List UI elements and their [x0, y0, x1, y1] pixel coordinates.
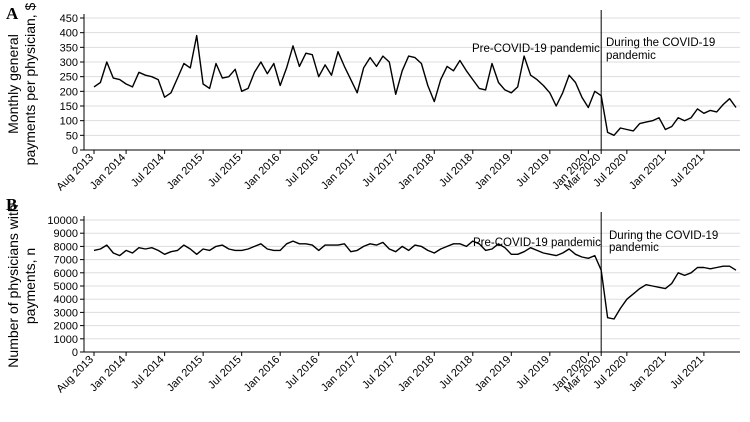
annotation-during-covid-line-2: pandemic	[606, 50, 656, 62]
y-axis-label-line-1: Number of physicians with	[5, 204, 21, 367]
series-line	[93, 34, 737, 137]
y-tick-label: 6000	[54, 268, 78, 280]
y-axis-label-line-2: payments per physician, $	[22, 2, 38, 165]
y-tick-label: 0	[72, 347, 78, 359]
x-tick-label: Jan 2021	[627, 152, 667, 192]
x-tick-label: Jan 2019	[473, 354, 513, 394]
y-tick-label: 8000	[54, 241, 78, 253]
y-tick-label: 9000	[54, 228, 78, 240]
y-axis-label-line-2: payments, n	[22, 248, 38, 324]
y-tick-label: 10000	[47, 215, 78, 227]
y-tick-label: 450	[60, 13, 78, 25]
annotation-pre-covid: Pre-COVID-19 pandemic	[473, 237, 601, 249]
panel-letter: A	[6, 4, 19, 23]
x-tick-label: Jul 2018	[437, 354, 475, 392]
y-tick-label: 4000	[54, 294, 78, 306]
y-tick-label: 250	[60, 72, 78, 84]
x-tick-label: Jan 2018	[396, 152, 436, 192]
y-tick-label: 7000	[54, 255, 78, 267]
x-tick-label: Jan 2015	[165, 354, 205, 394]
x-tick-label: Jul 2015	[206, 152, 244, 190]
x-tick-label: Jan 2019	[473, 152, 513, 192]
x-tick-label: Jul 2014	[129, 354, 167, 392]
x-tick-label: Jan 2014	[88, 354, 128, 394]
x-tick-label: Jan 2018	[396, 354, 436, 394]
y-tick-label: 200	[60, 86, 78, 98]
x-tick-label: Jan 2016	[242, 354, 282, 394]
x-tick-label: Jul 2018	[437, 152, 475, 190]
y-tick-label: 400	[60, 28, 78, 40]
y-tick-label: 100	[60, 116, 78, 128]
panel-letter: B	[6, 195, 17, 214]
x-tick-label: Jul 2014	[129, 152, 167, 190]
y-tick-label: 50	[66, 130, 78, 142]
x-tick-label: Jul 2019	[514, 354, 552, 392]
annotation-during-covid-line-1: During the COVID-19	[606, 37, 715, 49]
annotation-during-covid-line-1: During the COVID-19	[609, 230, 718, 242]
x-tick-label: Jan 2017	[319, 354, 359, 394]
y-tick-label: 3000	[54, 307, 78, 319]
y-tick-label: 150	[60, 101, 78, 113]
x-tick-label: Jul 2017	[360, 152, 398, 190]
x-tick-label: Jan 2014	[88, 152, 128, 192]
y-tick-label: 350	[60, 42, 78, 54]
series-line	[93, 240, 737, 320]
y-tick-label: 5000	[54, 281, 78, 293]
x-tick-label: Jul 2021	[668, 152, 706, 190]
x-tick-label: Jul 2015	[206, 354, 244, 392]
x-tick-label: Jul 2021	[668, 354, 706, 392]
x-tick-label: Jan 2017	[319, 152, 359, 192]
y-axis-label-line-1: Monthly general	[5, 34, 21, 134]
x-tick-label: Jul 2016	[283, 354, 321, 392]
y-tick-label: 300	[60, 57, 78, 69]
annotation-pre-covid: Pre-COVID-19 pandemic	[472, 43, 600, 55]
y-tick-label: 0	[72, 145, 78, 157]
annotation-during-covid-line-2: pandemic	[609, 242, 659, 254]
x-tick-label: Jan 2016	[242, 152, 282, 192]
x-tick-label: Jan 2021	[627, 354, 667, 394]
y-tick-label: 2000	[54, 321, 78, 333]
x-tick-label: Jul 2017	[360, 354, 398, 392]
x-tick-label: Jan 2015	[165, 152, 205, 192]
x-tick-label: Jul 2019	[514, 152, 552, 190]
x-tick-label: Jul 2016	[283, 152, 321, 190]
y-tick-label: 1000	[54, 334, 78, 346]
